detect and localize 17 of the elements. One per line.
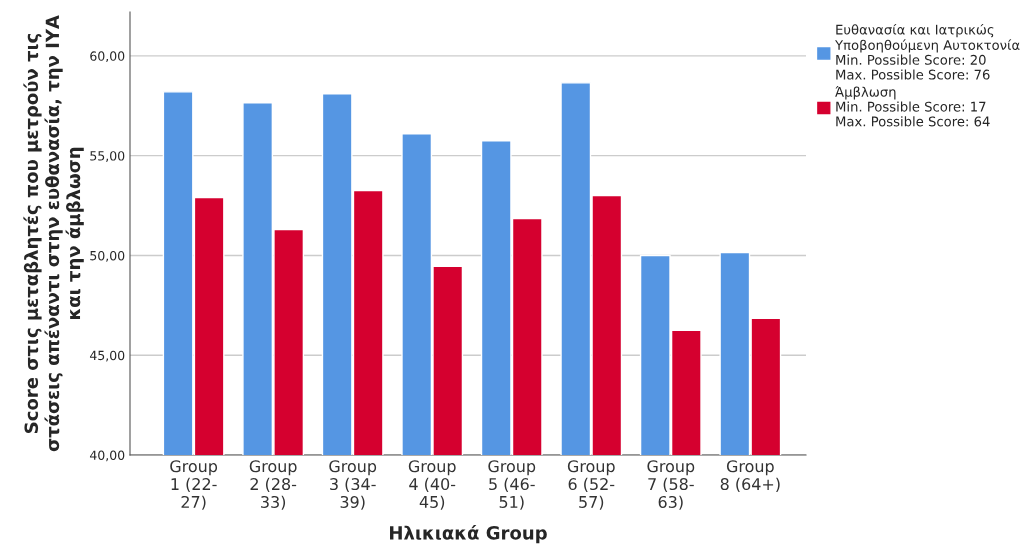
x-tick-label: Group 4 (40-45) [408,460,456,510]
x-tick-label: Group 8 (64+) [720,460,780,492]
x-axis-title: Ηλικιακά Group [390,524,547,544]
y-axis-title: Score στις μεταβλητές που μετρούν τις στάσεις απέναντι στην ευθανασία, την ΙΥΑ και την άμβλωση [23,15,84,452]
y-tick-label: 40,00 [89,450,125,462]
y-tick-label: 45,00 [89,350,125,362]
y-tick-label: 50,00 [90,250,125,262]
x-tick-label: Group 3 (34-39) [329,460,377,510]
legend-label: Ευθανασία και Ιατρικώς Υποβοηθούμενη Αυτοκτονία Min. Possible Score: 20 Max. Possible Score: 76 [835,23,1020,80]
x-tick-label: Group 7 (58-63) [647,460,695,510]
x-tick-label: Group 5 (46-51) [488,460,536,510]
legend-label: Άμβλωση Min. Possible Score: 17 Max. Possible Score: 64 [835,86,990,127]
y-tick-label: 55,00 [90,151,125,162]
x-tick-label: Group 6 (52-57) [567,460,615,510]
y-tick-label: 60,00 [90,51,125,63]
x-tick-label: Group 2 (28-33) [249,460,297,510]
x-tick-label: Group 1 (22-27) [170,460,218,510]
